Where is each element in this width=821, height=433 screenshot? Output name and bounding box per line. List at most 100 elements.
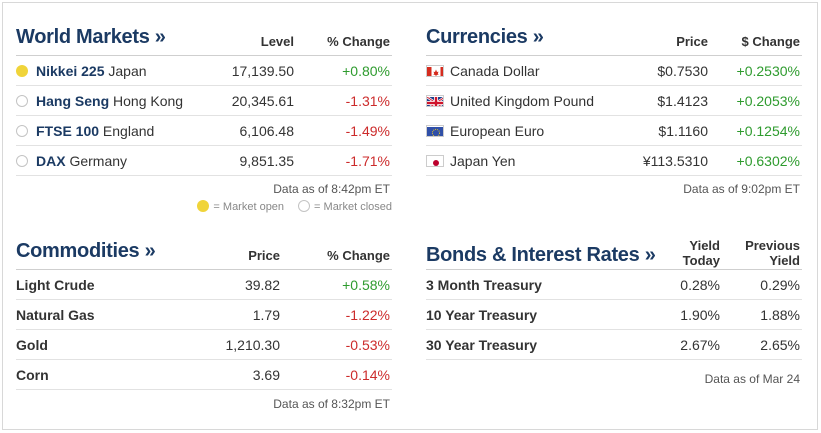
- eu-flag-icon: [426, 125, 444, 137]
- world-markets-panel: World Markets » Level % Change Nikkei 22…: [16, 18, 392, 213]
- bond-previous-yield: 2.65%: [760, 337, 800, 353]
- commodities-title-link[interactable]: Commodities »: [16, 240, 156, 262]
- bond-name[interactable]: 10 Year Treasury: [426, 307, 538, 323]
- bonds-timestamp: Data as of Mar 24: [704, 372, 800, 386]
- commodity-row[interactable]: Gold 1,210.30 -0.53%: [16, 330, 392, 360]
- bond-yield-today: 0.28%: [680, 277, 720, 293]
- index-level: 9,851.35: [239, 153, 295, 169]
- market-row[interactable]: DAX Germany 9,851.35 -1.71%: [16, 146, 392, 176]
- yield-today-header-line2: Today: [682, 253, 720, 268]
- commodities-timestamp: Data as of 8:32pm ET: [273, 397, 390, 411]
- index-level: 20,345.61: [231, 93, 294, 109]
- market-row[interactable]: FTSE 100 England 6,106.48 -1.49%: [16, 116, 392, 146]
- bond-previous-yield: 1.88%: [760, 307, 800, 323]
- index-name[interactable]: FTSE 100: [36, 123, 100, 139]
- index-region: England: [102, 123, 155, 139]
- price-column-header: Price: [676, 34, 708, 49]
- commodity-price: 1.79: [252, 307, 280, 323]
- bond-name[interactable]: 30 Year Treasury: [426, 337, 538, 353]
- currency-name[interactable]: European Euro: [450, 123, 545, 139]
- index-change: -1.31%: [345, 93, 390, 109]
- market-closed-icon: [16, 125, 28, 137]
- change-column-header: $ Change: [741, 34, 800, 49]
- bonds-panel: Bonds & Interest Rates » Yield Today Prev…: [426, 232, 802, 386]
- market-status-legend: = Market open = Market closed: [197, 200, 392, 213]
- commodity-name[interactable]: Light Crude: [16, 277, 95, 293]
- bond-row[interactable]: 10 Year Treasury 1.90% 1.88%: [426, 300, 802, 330]
- currencies-panel: Currencies » Price $ Change Canada Dolla…: [426, 18, 802, 196]
- level-column-header: Level: [260, 34, 294, 49]
- currency-change: +0.2053%: [736, 93, 800, 109]
- index-region: Germany: [69, 153, 128, 169]
- commodity-row[interactable]: Natural Gas 1.79 -1.22%: [16, 300, 392, 330]
- commodities-panel: Commodities » Price % Change Light Crude…: [16, 232, 392, 411]
- currency-row[interactable]: European Euro $1.1160 +0.1254%: [426, 116, 802, 146]
- market-open-icon: [197, 200, 210, 212]
- commodity-change: -0.14%: [345, 367, 390, 383]
- index-region: Hong Kong: [113, 93, 184, 109]
- index-name[interactable]: Hang Seng: [36, 93, 110, 109]
- change-column-header: % Change: [327, 34, 390, 49]
- currencies-timestamp: Data as of 9:02pm ET: [683, 182, 800, 196]
- yield-today-header-line1: Yield: [689, 238, 720, 253]
- canada-flag-icon: [426, 65, 444, 77]
- currency-price: $1.4123: [657, 93, 708, 109]
- index-level: 6,106.48: [239, 123, 295, 139]
- market-closed-icon: [16, 155, 28, 167]
- commodity-name[interactable]: Gold: [16, 337, 48, 353]
- market-open-icon: [16, 65, 28, 77]
- currency-name[interactable]: Japan Yen: [450, 153, 516, 169]
- commodity-change: -1.22%: [345, 307, 390, 323]
- index-name[interactable]: Nikkei 225: [36, 63, 105, 79]
- market-row[interactable]: Hang Seng Hong Kong 20,345.61 -1.31%: [16, 86, 392, 116]
- bond-yield-today: 1.90%: [680, 307, 720, 323]
- index-region: Japan: [108, 63, 147, 79]
- bonds-header: Bonds & Interest Rates » Yield Today Prev…: [426, 232, 802, 270]
- legend-closed-label: = Market closed: [314, 201, 392, 213]
- currency-row[interactable]: Canada Dollar $0.7530 +0.2530%: [426, 56, 802, 86]
- commodity-row[interactable]: Corn 3.69 -0.14%: [16, 360, 392, 390]
- world-markets-title-link[interactable]: World Markets »: [16, 26, 166, 48]
- index-change: +0.80%: [342, 63, 390, 79]
- index-name[interactable]: DAX: [36, 153, 66, 169]
- market-closed-icon: [16, 95, 28, 107]
- bond-row[interactable]: 3 Month Treasury 0.28% 0.29%: [426, 270, 802, 300]
- bond-name[interactable]: 3 Month Treasury: [426, 277, 542, 293]
- currency-name[interactable]: United Kingdom Pound: [450, 93, 594, 109]
- change-column-header: % Change: [327, 248, 390, 263]
- currencies-header: Currencies » Price $ Change: [426, 18, 802, 56]
- market-closed-icon: [298, 200, 311, 212]
- currency-change: +0.6302%: [736, 153, 800, 169]
- market-row[interactable]: Nikkei 225 Japan 17,139.50 +0.80%: [16, 56, 392, 86]
- previous-yield-column-header: Previous Yield: [745, 238, 800, 268]
- currency-change: +0.1254%: [736, 123, 800, 139]
- commodity-name[interactable]: Corn: [16, 367, 49, 383]
- commodity-price: 3.69: [252, 367, 280, 383]
- currencies-title-link[interactable]: Currencies »: [426, 26, 544, 48]
- currency-name[interactable]: Canada Dollar: [450, 63, 540, 79]
- index-level: 17,139.50: [231, 63, 294, 79]
- currency-row[interactable]: United Kingdom Pound $1.4123 +0.2053%: [426, 86, 802, 116]
- legend-open-label: = Market open: [213, 201, 285, 213]
- currency-change: +0.2530%: [736, 63, 800, 79]
- commodity-name[interactable]: Natural Gas: [16, 307, 95, 323]
- yield-today-column-header: Yield Today: [683, 238, 720, 268]
- commodity-row[interactable]: Light Crude 39.82 +0.58%: [16, 270, 392, 300]
- currency-row[interactable]: Japan Yen ¥113.5310 +0.6302%: [426, 146, 802, 176]
- world-markets-header: World Markets » Level % Change: [16, 18, 392, 56]
- bond-previous-yield: 0.29%: [760, 277, 800, 293]
- commodity-change: +0.58%: [342, 277, 390, 293]
- world-markets-timestamp: Data as of 8:42pm ET: [273, 182, 390, 196]
- previous-yield-header-line2: Yield: [769, 253, 800, 268]
- commodity-price: 39.82: [244, 277, 280, 293]
- commodity-price: 1,210.30: [225, 337, 281, 353]
- currency-price: $0.7530: [657, 63, 708, 79]
- bond-row[interactable]: 30 Year Treasury 2.67% 2.65%: [426, 330, 802, 360]
- japan-flag-icon: [426, 155, 444, 167]
- currency-price: $1.1160: [658, 123, 708, 139]
- index-change: -1.71%: [345, 153, 390, 169]
- bonds-title-link[interactable]: Bonds & Interest Rates »: [426, 244, 656, 266]
- bond-yield-today: 2.67%: [680, 337, 720, 353]
- commodities-header: Commodities » Price % Change: [16, 232, 392, 270]
